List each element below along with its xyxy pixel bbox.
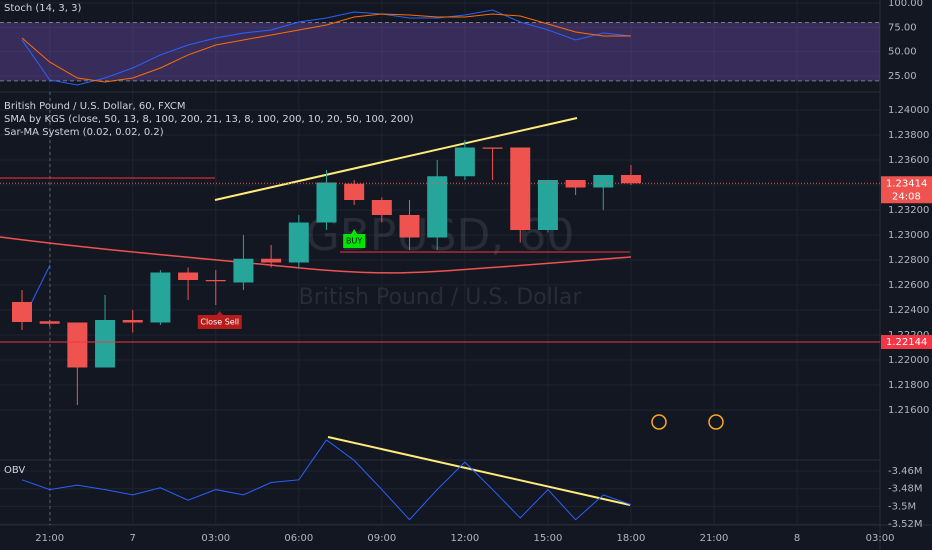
candle-body <box>288 222 309 263</box>
countdown: 24:08 <box>892 191 921 202</box>
y-tick-label: 1.23800 <box>888 130 929 141</box>
main-title: British Pound / U.S. Dollar, 60, FXCM <box>4 101 185 112</box>
event-icon[interactable] <box>651 414 667 430</box>
candle-body <box>150 272 171 323</box>
candle-body <box>67 322 88 368</box>
y-tick-label: 1.22800 <box>888 255 929 266</box>
candle-body <box>371 200 392 215</box>
x-tick-label: 18:00 <box>617 533 646 544</box>
candle-body <box>537 180 558 230</box>
price-tag <box>881 176 932 204</box>
candle-body <box>565 180 586 188</box>
candle-body <box>12 302 32 322</box>
buy-signal <box>343 229 366 248</box>
candle-body <box>122 320 143 323</box>
candle-body <box>620 175 641 184</box>
trend-line <box>214 117 578 201</box>
buy-label: BUY <box>346 237 362 246</box>
price-tag <box>881 335 932 349</box>
indicator-line <box>21 439 632 521</box>
x-tick-label: 21:00 <box>35 533 64 544</box>
price-tag-label: 1.22144 <box>886 337 927 348</box>
y-tick-label: -3.48M <box>888 484 923 495</box>
candle-body <box>399 215 420 238</box>
y-tick-label: 1.21600 <box>888 405 929 416</box>
candle-body <box>261 258 282 263</box>
x-tick-label: 8 <box>794 533 800 544</box>
y-tick-label: 1.23200 <box>888 205 929 216</box>
indicator-legend: SMA by KGS (close, 50, 13, 8, 100, 200, … <box>4 114 414 125</box>
candle-body <box>95 320 116 368</box>
y-tick-label: 1.22600 <box>888 280 929 291</box>
x-tick-label: 09:00 <box>367 533 396 544</box>
candle-body <box>178 272 199 280</box>
y-tick-label: -3.46M <box>888 466 923 477</box>
obv-trend-line <box>327 436 631 506</box>
candle-body <box>482 147 503 149</box>
stoch-band <box>0 22 880 81</box>
candle-body <box>205 280 226 282</box>
x-tick-label: 15:00 <box>534 533 563 544</box>
close-sell-signal <box>197 311 242 329</box>
x-tick-label: 03:00 <box>201 533 230 544</box>
y-tick-label: 1.21800 <box>888 380 929 391</box>
close-sell-label: Close Sell <box>200 318 239 327</box>
obv-title: OBV <box>4 465 25 476</box>
candle-body <box>344 183 365 200</box>
marks <box>0 9 880 521</box>
candle-body <box>593 175 614 188</box>
y-tick-label: 75.00 <box>888 22 917 33</box>
x-tick-label: 03:00 <box>866 533 895 544</box>
stoch-title: Stoch (14, 3, 3) <box>4 3 81 14</box>
sma-curve <box>0 236 632 274</box>
candle-body <box>316 182 337 223</box>
y-tick-label: 1.24000 <box>888 105 929 116</box>
candle-body <box>233 258 254 283</box>
y-tick-label: 1.22000 <box>888 355 929 366</box>
y-tick-label: 25.00 <box>888 71 917 82</box>
watermark-subtitle: British Pound / U.S. Dollar <box>299 285 583 310</box>
x-tick-label: 12:00 <box>450 533 479 544</box>
price-tag-label: 1.23414 <box>886 178 927 189</box>
y-tick-label: 50.00 <box>888 47 917 58</box>
candle-body <box>39 321 60 324</box>
indicator-line <box>21 9 632 86</box>
y-tick-label: 1.23600 <box>888 155 929 166</box>
y-tick-label: 1.22400 <box>888 305 929 316</box>
x-tick-label: 06:00 <box>284 533 313 544</box>
y-tick-label: -3.52M <box>888 519 923 530</box>
y-tick-label: 1.23000 <box>888 230 929 241</box>
y-tick-label: 100.00 <box>888 0 923 9</box>
event-icon[interactable] <box>708 414 724 430</box>
candle-body <box>454 147 475 177</box>
x-tick-label: 21:00 <box>700 533 729 544</box>
candle-body <box>510 147 531 230</box>
x-tick-label: 7 <box>130 533 136 544</box>
candle-body <box>427 176 448 238</box>
indicator-line <box>21 13 631 83</box>
y-tick-label: -3.5M <box>888 501 916 512</box>
indicator-legend: Sar-MA System (0.02, 0.02, 0.2) <box>4 127 164 138</box>
